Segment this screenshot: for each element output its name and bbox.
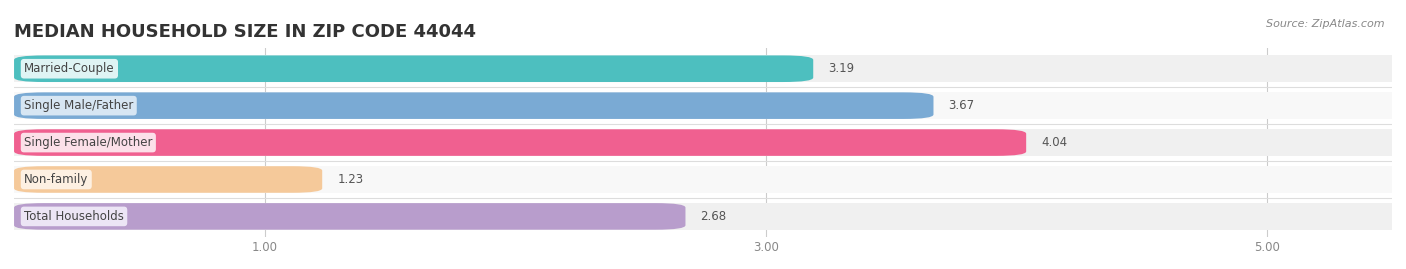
Text: 2.68: 2.68: [700, 210, 727, 223]
Text: Married-Couple: Married-Couple: [24, 62, 115, 75]
FancyBboxPatch shape: [14, 92, 934, 119]
Text: Non-family: Non-family: [24, 173, 89, 186]
Text: 3.67: 3.67: [949, 99, 974, 112]
FancyBboxPatch shape: [14, 129, 1026, 156]
FancyBboxPatch shape: [14, 55, 1392, 82]
Text: 1.23: 1.23: [337, 173, 363, 186]
FancyBboxPatch shape: [14, 55, 813, 82]
Text: MEDIAN HOUSEHOLD SIZE IN ZIP CODE 44044: MEDIAN HOUSEHOLD SIZE IN ZIP CODE 44044: [14, 23, 477, 41]
FancyBboxPatch shape: [14, 203, 1392, 230]
Text: 3.19: 3.19: [828, 62, 855, 75]
FancyBboxPatch shape: [14, 92, 1392, 119]
FancyBboxPatch shape: [14, 129, 1392, 156]
Text: Single Male/Father: Single Male/Father: [24, 99, 134, 112]
FancyBboxPatch shape: [14, 166, 1392, 193]
Text: Single Female/Mother: Single Female/Mother: [24, 136, 153, 149]
Text: 4.04: 4.04: [1042, 136, 1067, 149]
FancyBboxPatch shape: [14, 166, 322, 193]
FancyBboxPatch shape: [14, 203, 686, 230]
Text: Source: ZipAtlas.com: Source: ZipAtlas.com: [1267, 19, 1385, 29]
Text: Total Households: Total Households: [24, 210, 124, 223]
